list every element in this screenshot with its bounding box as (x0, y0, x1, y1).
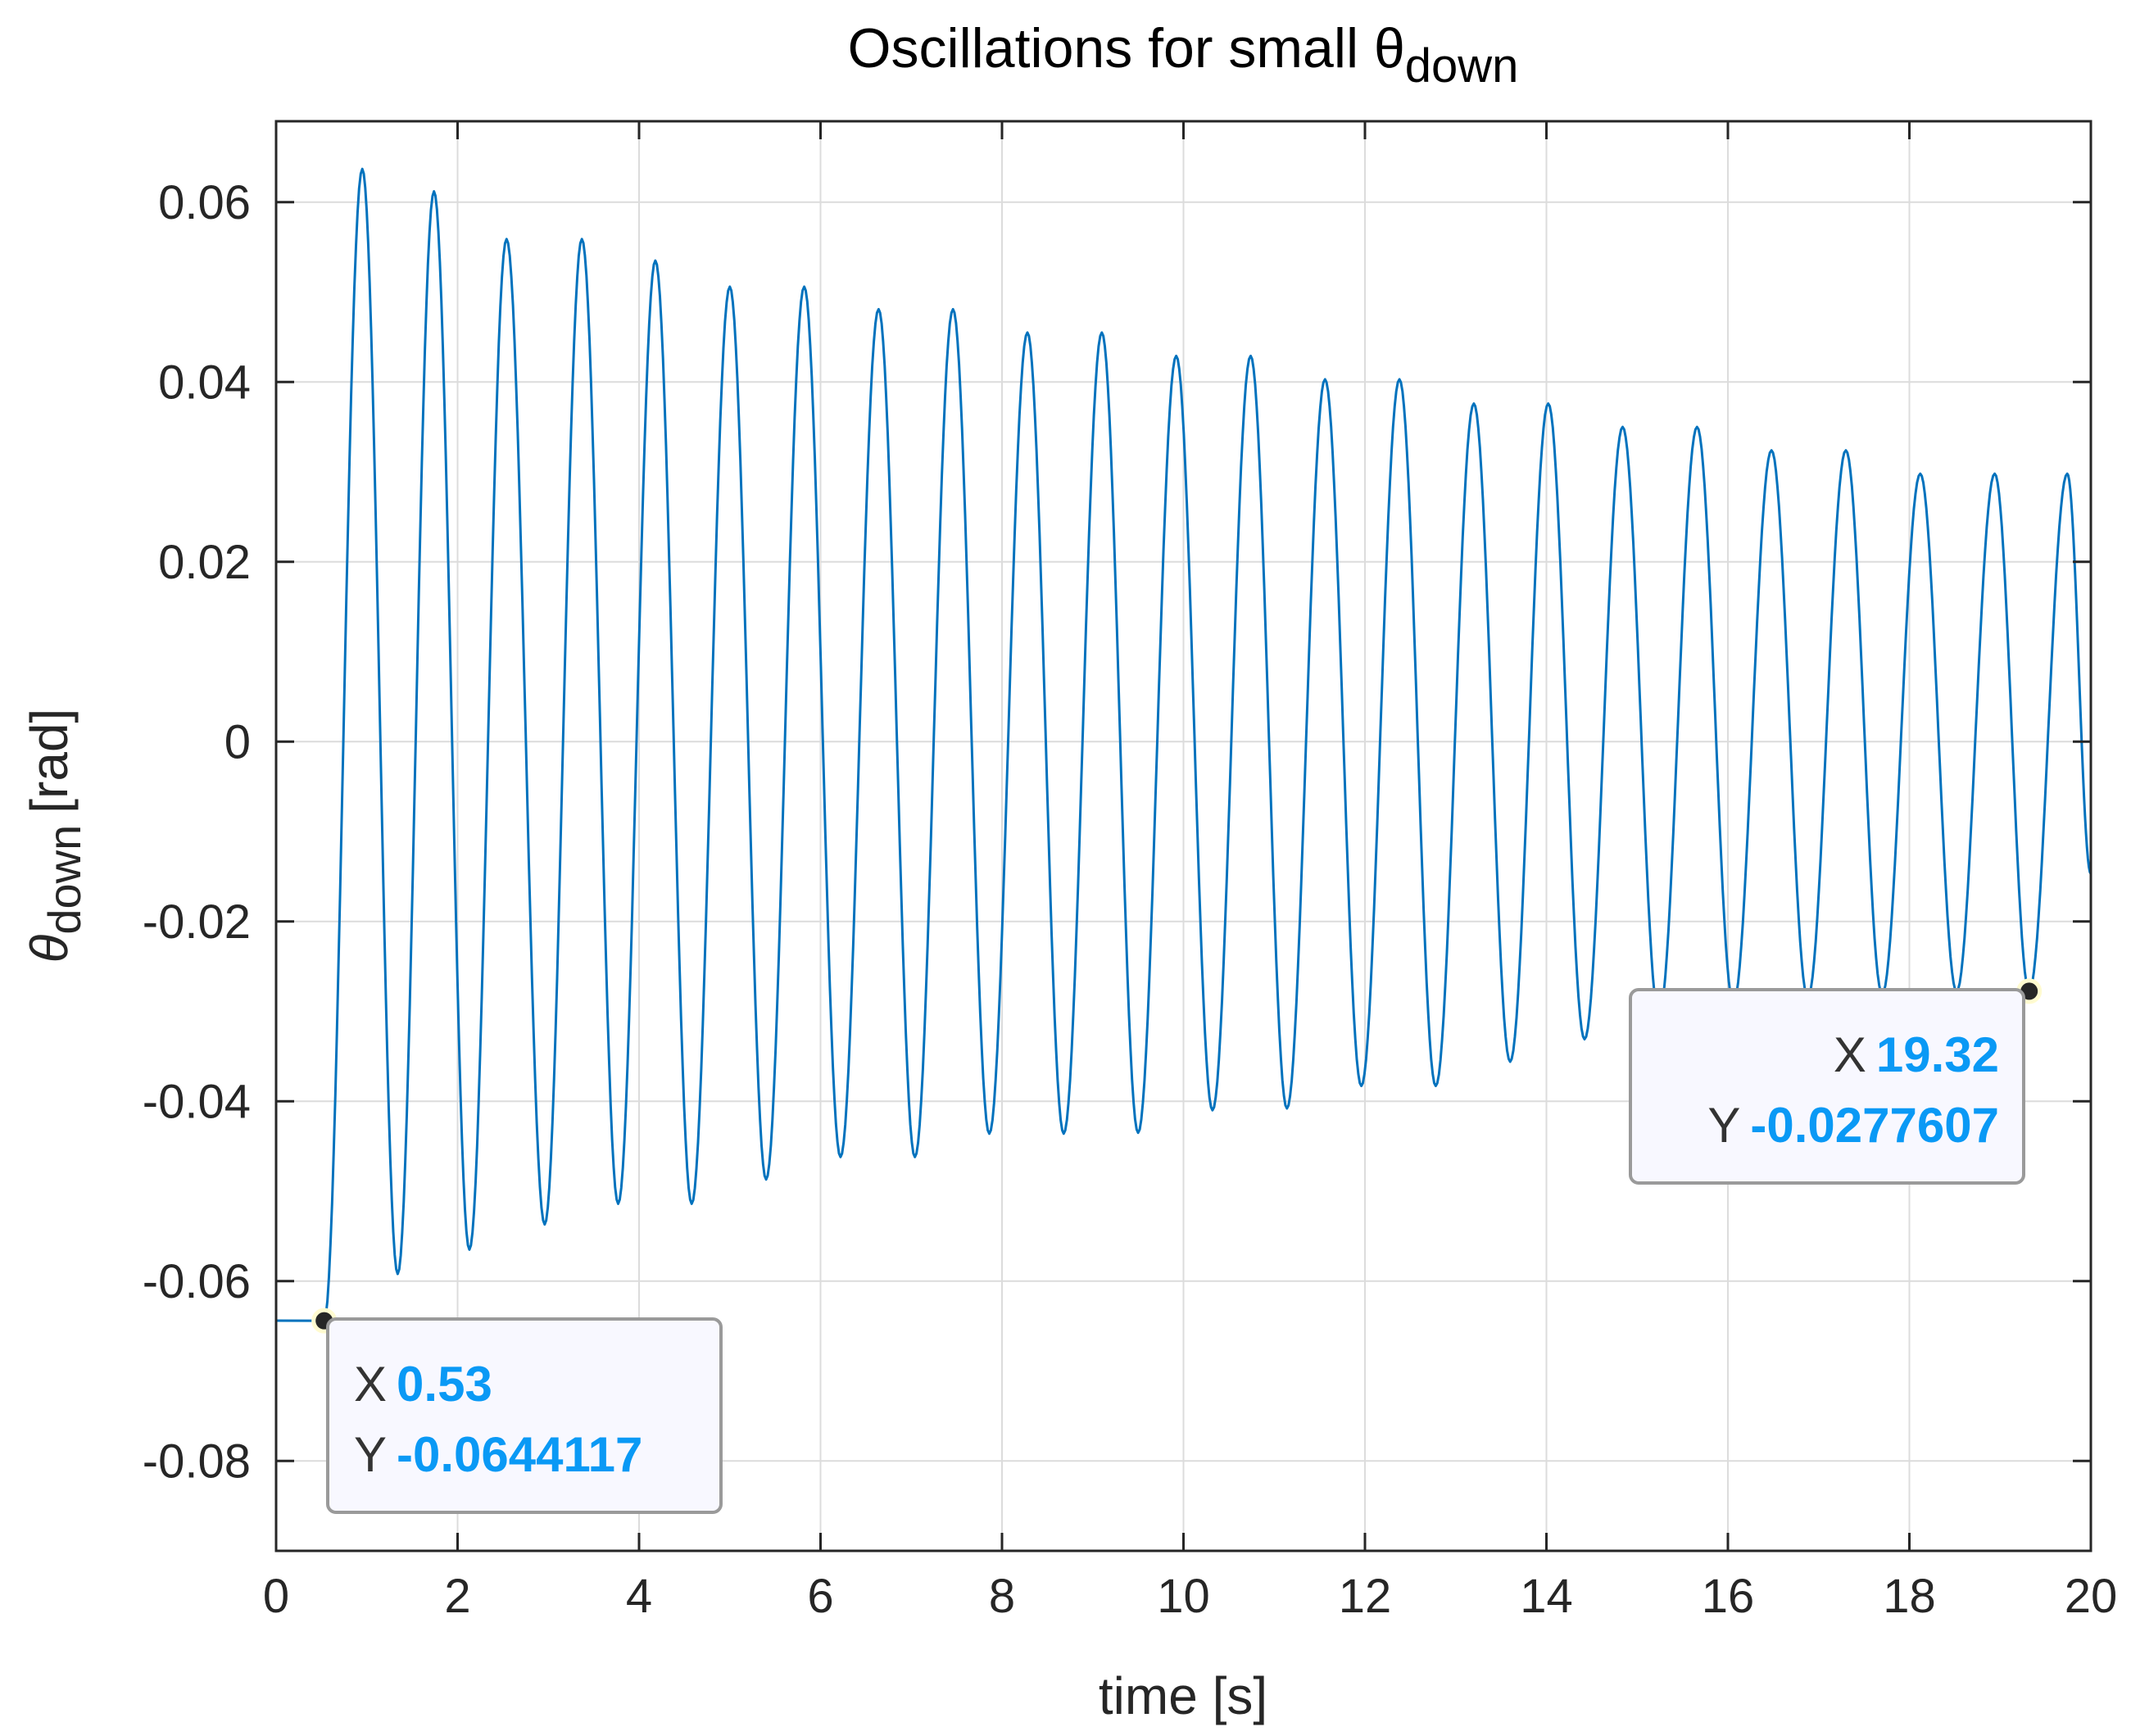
y-axis-label-unit: [rad] (20, 709, 79, 814)
datatip-2-box (1629, 988, 2025, 1185)
x-tick-label: 18 (1883, 1570, 1936, 1623)
x-tick-label: 10 (1157, 1570, 1210, 1623)
x-tick-label: 6 (807, 1570, 833, 1623)
datatip-2-x-key: X (1834, 1027, 1866, 1082)
x-tick-label: 8 (989, 1570, 1015, 1623)
x-tick-label: 2 (444, 1570, 470, 1623)
chart-title: Oscillations for small θdown (848, 17, 1519, 93)
y-tick-labels: 0.06 0.04 0.02 0 -0.02 -0.04 -0.06 -0.08 (143, 176, 251, 1488)
datatip-2-y-value: -0.0277607 (1750, 1098, 1999, 1153)
y-axis-label-subscript: down (39, 825, 90, 935)
datatip-1[interactable]: X 0.53 Y -0.0644117 (311, 1308, 723, 1514)
datatip-2-y: Y -0.0277607 (1707, 1098, 1999, 1153)
y-tick-label: 0.06 (158, 176, 251, 229)
y-tick-label: 0 (224, 715, 251, 768)
datatip-1-x-value: 0.53 (397, 1357, 492, 1412)
x-tick-label: 12 (1339, 1570, 1392, 1623)
datatip-1-y-value: -0.0644117 (397, 1427, 642, 1482)
x-axis-label: time [s] (1099, 1666, 1267, 1725)
y-tick-label: -0.06 (143, 1255, 251, 1308)
y-tick-label: -0.02 (143, 895, 251, 949)
datatip-1-box (326, 1317, 723, 1514)
y-axis-label: θdown [rad] (20, 709, 90, 963)
datatip-2-x-value: 19.32 (1876, 1027, 1999, 1082)
x-tick-labels: 0 2 4 6 8 10 12 14 16 18 20 (263, 1570, 2117, 1623)
chart-title-subscript: down (1405, 39, 1519, 93)
datatip-1-x: X 0.53 (354, 1357, 492, 1412)
y-tick-label: 0.02 (158, 536, 251, 589)
x-tick-label: 0 (263, 1570, 289, 1623)
y-tick-label: -0.08 (143, 1435, 251, 1488)
y-tick-label: -0.04 (143, 1075, 251, 1128)
x-tick-label: 14 (1520, 1570, 1573, 1623)
chart-title-main: Oscillations for small θ (848, 17, 1405, 79)
datatip-2-x: X 19.32 (1834, 1027, 1999, 1082)
x-tick-label: 16 (1702, 1570, 1755, 1623)
datatip-1-y: Y -0.0644117 (354, 1427, 642, 1482)
x-tick-label: 4 (626, 1570, 652, 1623)
datatip-2[interactable]: X 19.32 Y -0.0277607 (1629, 978, 2043, 1185)
datatip-1-x-key: X (354, 1357, 387, 1412)
ticks (274, 121, 2092, 1551)
datatip-1-y-key: Y (354, 1427, 387, 1482)
x-tick-label: 20 (2065, 1570, 2118, 1623)
y-axis-label-symbol: θ (20, 934, 79, 963)
y-tick-label: 0.04 (158, 356, 251, 409)
datatip-2-y-key: Y (1707, 1098, 1740, 1153)
